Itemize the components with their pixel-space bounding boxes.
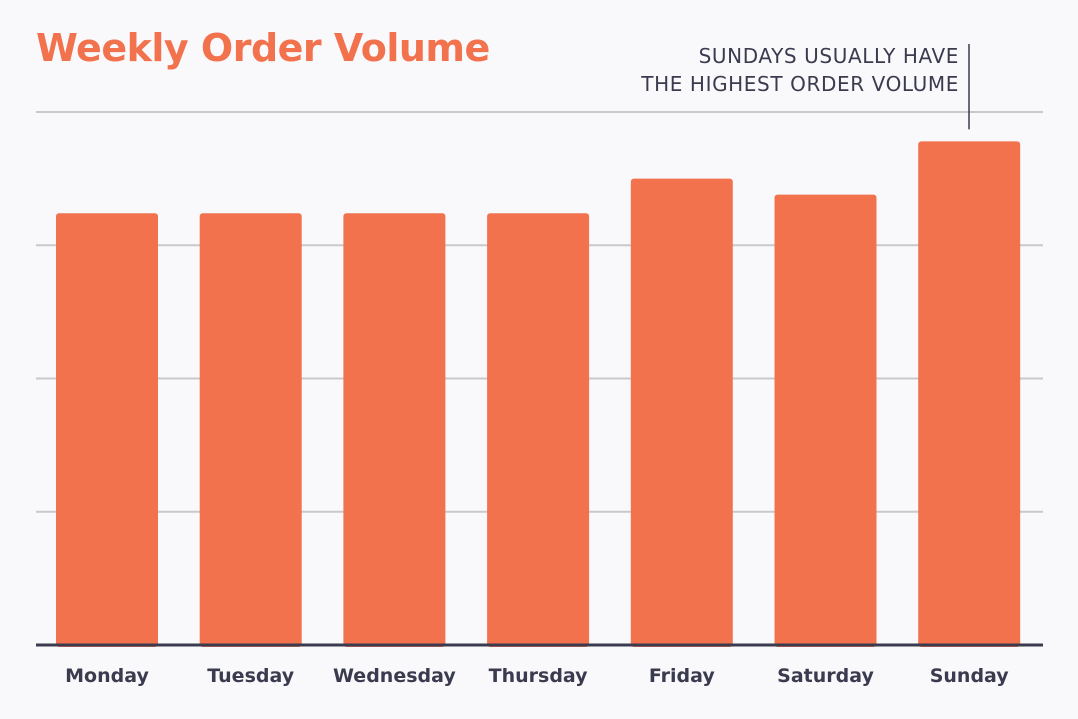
chart-title: Weekly Order Volume — [36, 26, 490, 70]
bar-thursday — [487, 213, 590, 647]
x-tick-label: Friday — [649, 665, 715, 687]
bar-tuesday — [199, 213, 302, 647]
annotation-text: THE HIGHEST ORDER VOLUME — [640, 72, 959, 96]
bar-saturday — [774, 194, 877, 648]
bar-monday — [56, 213, 158, 647]
x-tick-label: Sunday — [930, 665, 1010, 687]
annotation-text: SUNDAYS USUALLY HAVE — [699, 44, 959, 68]
bar-wednesday — [343, 213, 446, 647]
x-tick-label: Wednesday — [333, 665, 456, 687]
x-tick-label: Monday — [65, 665, 149, 687]
bar-sunday — [918, 141, 1021, 647]
bar-friday — [630, 178, 733, 647]
x-tick-label: Thursday — [489, 665, 589, 687]
x-tick-label: Tuesday — [207, 665, 294, 687]
x-tick-label: Saturday — [777, 665, 874, 687]
